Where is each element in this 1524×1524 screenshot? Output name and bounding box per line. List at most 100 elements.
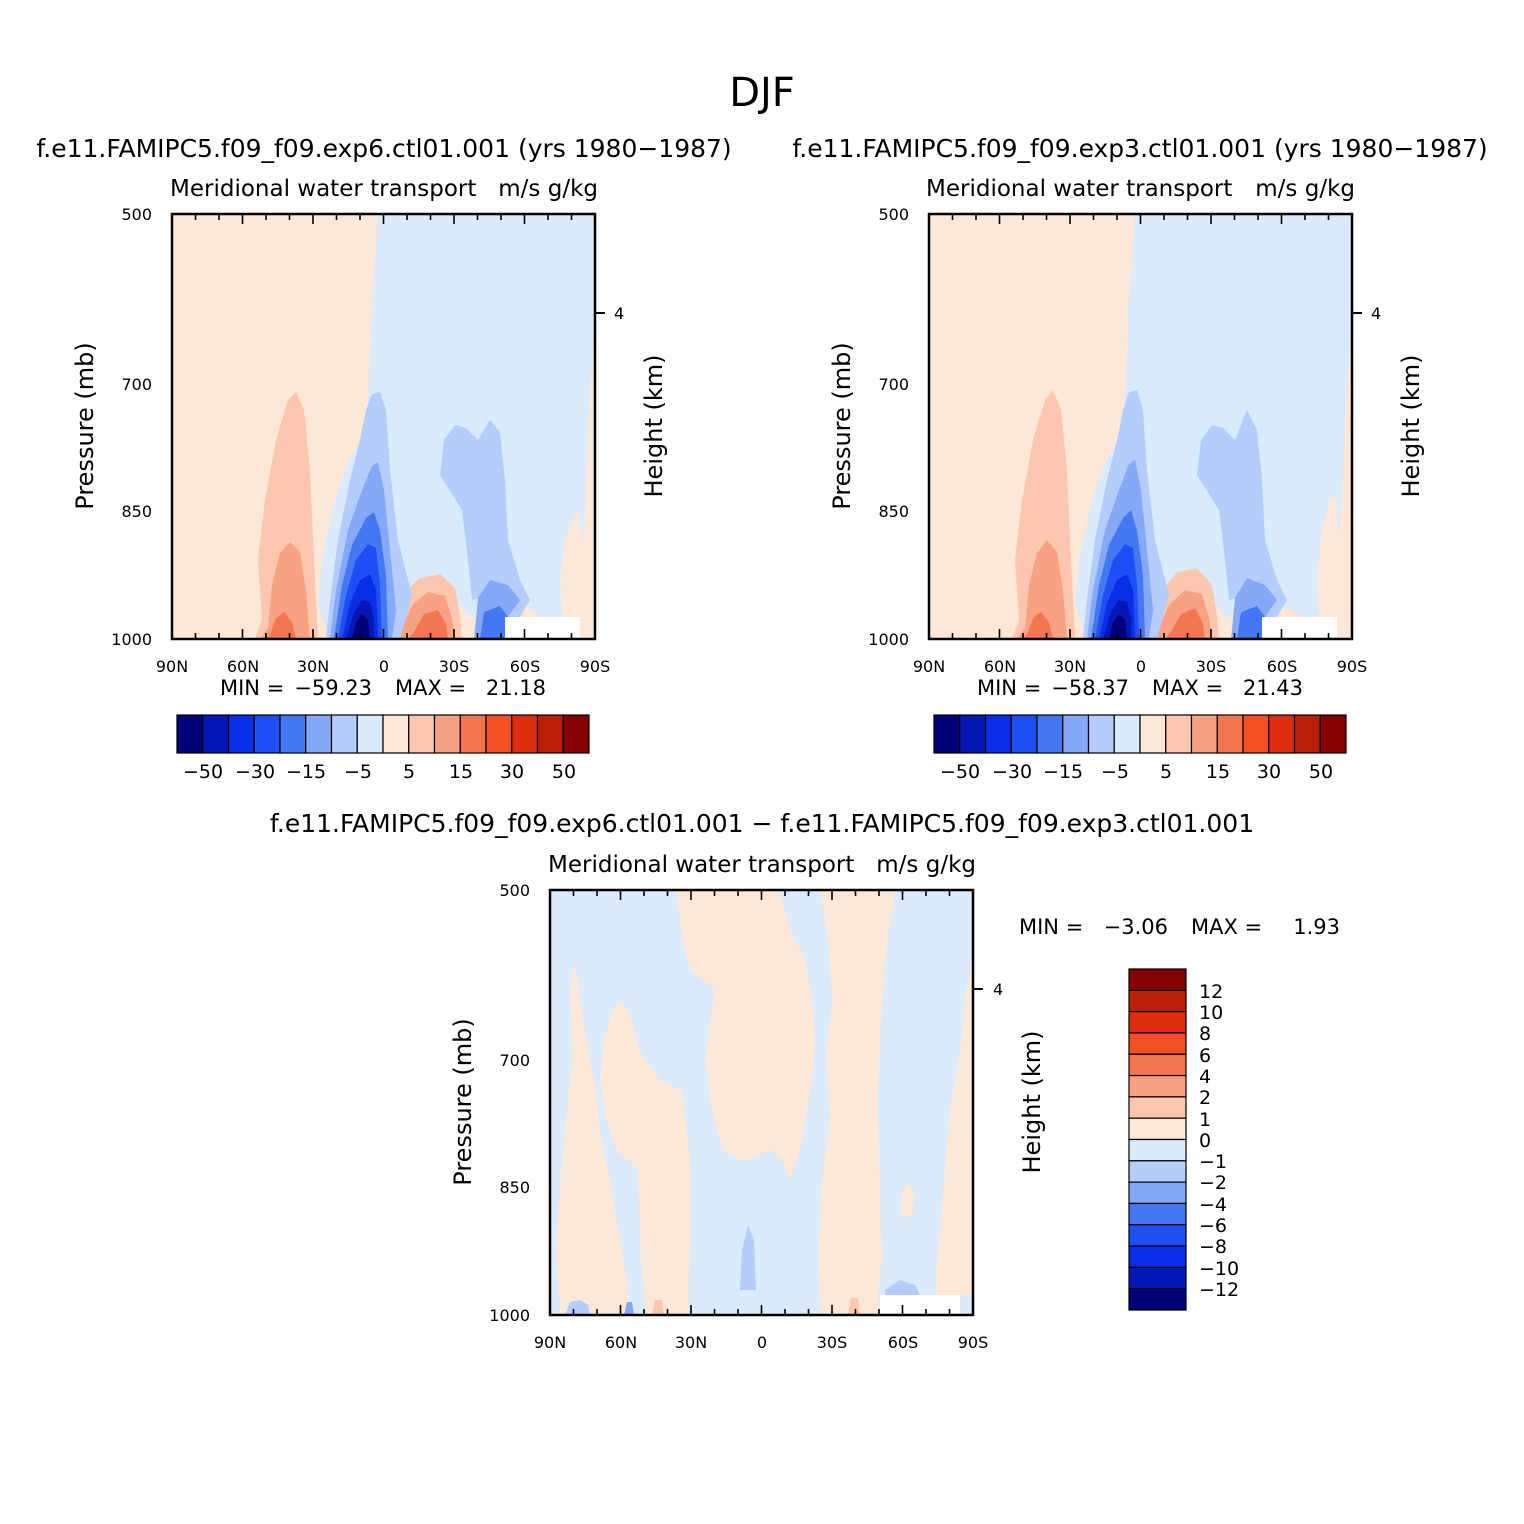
y-tick: 1000 [489,1306,530,1325]
colorbar-labels: −50 −30 −15 −5 5 15 30 50 [183,761,576,783]
colorbar-tick: 50 [1309,761,1333,783]
x-tick: 90N [913,657,945,676]
colorbar-box [356,714,384,754]
y-tick-right: 4 [1371,304,1381,323]
colorbar-box [1128,989,1187,1013]
x-tick: 90S [1337,657,1368,676]
colorbar-box [1139,714,1167,754]
colorbar-box [1128,1074,1187,1098]
min-value: −59.23 [294,676,372,700]
x-tick: 90N [534,1333,566,1352]
x-tick: 60N [227,657,259,676]
colorbar-box [1128,1011,1187,1034]
colorbar-box [202,714,230,754]
colorbar-tick: −5 [1101,761,1129,783]
x-axis: 90N 60N 30N 0 30S 60S 90S [913,657,1367,676]
y-axis-label-right: Height (km) [1018,1031,1046,1174]
colorbar-tick: −2 [1199,1172,1227,1194]
colorbar-box [485,714,513,754]
x-minor-ticks [928,214,1353,639]
panel-subtitle-right: m/s g/kg [498,176,598,202]
colorbar-box [562,714,590,754]
max-label: MAX = [1152,676,1223,700]
colorbar-tick: 30 [500,761,524,783]
y-axis-left: 500 700 850 1000 [111,205,152,649]
colorbar-box [382,714,410,754]
colorbar-box [1128,1288,1187,1311]
colorbar-tick: −15 [1043,761,1083,783]
y-tick-right: 4 [993,980,1003,999]
panel-subtitle-left: Meridional water transport [170,176,476,202]
colorbar-box [227,714,255,754]
colorbar-labels: 12 10 8 6 4 2 1 0 −1 −2 −4 −6 −8 −10 −12 [1199,981,1239,1301]
colorbar-box [279,714,307,754]
colorbar-box [1128,1032,1187,1055]
colorbar-tick: 30 [1257,761,1281,783]
colorbar-tick: 50 [552,761,576,783]
colorbar-box [1036,714,1064,754]
colorbar-box [1216,714,1244,754]
x-tick: 60S [888,1333,919,1352]
colorbar-box [1128,968,1187,991]
y-tick: 850 [499,1178,530,1197]
colorbar-tick: 10 [1199,1002,1223,1024]
colorbar-labels: −50 −30 −15 −5 5 15 30 50 [940,761,1333,783]
colorbar-box [1190,714,1218,754]
max-value: 21.43 [1243,676,1303,700]
max-label: MAX = [395,676,466,700]
colorbar-box [1113,714,1141,754]
x-tick: 90N [156,657,188,676]
colorbar-box [1128,1266,1187,1290]
colorbar-tick: 15 [1206,761,1230,783]
colorbar-tick: 0 [1199,1130,1211,1152]
colorbar-tick: −30 [235,761,275,783]
y-axis-label-right: Height (km) [1397,355,1425,498]
colorbar [1128,968,1187,1311]
min-value: −3.06 [1104,915,1168,939]
x-tick: 0 [1136,657,1146,676]
x-tick: 60S [510,657,541,676]
colorbar-box [1087,714,1115,754]
y-tick: 850 [121,502,152,521]
colorbar-tick: −15 [286,761,326,783]
colorbar-box [1242,714,1270,754]
colorbar-box [1165,714,1193,754]
colorbar-tick: −8 [1199,1236,1227,1258]
colorbar-box [1010,714,1038,754]
x-tick: 30N [297,657,329,676]
panel-title: f.e11.FAMIPC5.f09_f09.exp6.ctl01.001 (yr… [36,134,731,163]
min-max-stats: MIN = −3.06 MAX = 1.93 [1019,915,1340,939]
min-max-stats: MIN = −59.23 MAX = 21.18 [220,676,546,700]
max-value: 21.18 [486,676,546,700]
colorbar [933,714,1347,754]
y-axis-label-right: Height (km) [640,355,668,498]
colorbar-box [1293,714,1321,754]
colorbar-box [330,714,358,754]
panel-exp3: f.e11.FAMIPC5.f09_f09.exp3.ctl01.001 (yr… [792,134,1487,783]
x-tick: 30N [1054,657,1086,676]
y-axis-left: 500 700 850 1000 [868,205,909,649]
panel-subtitle-right: m/s g/kg [1255,176,1355,202]
colorbar-tick: −4 [1199,1194,1227,1216]
max-value: 1.93 [1293,915,1340,939]
colorbar-box [1128,1053,1187,1077]
panel-title: f.e11.FAMIPC5.f09_f09.exp6.ctl01.001 − f… [270,809,1254,838]
max-label: MAX = [1191,915,1262,939]
colorbar-tick: 1 [1199,1109,1211,1131]
colorbar-box [511,714,539,754]
colorbar-tick: −6 [1199,1215,1227,1237]
panel-subtitle-left: Meridional water transport [926,176,1232,202]
colorbar-box [1319,714,1347,754]
colorbar-box [959,714,987,754]
x-minor-ticks [171,214,596,639]
panel-difference: f.e11.FAMIPC5.f09_f09.exp6.ctl01.001 − f… [270,809,1340,1352]
y-tick: 1000 [111,630,152,649]
colorbar-tick: −50 [940,761,980,783]
colorbar-box [1128,1224,1187,1247]
panel-subtitle-right: m/s g/kg [876,852,976,878]
colorbar-tick: 6 [1199,1045,1211,1067]
x-tick: 30N [675,1333,707,1352]
min-label: MIN = [220,676,284,700]
min-label: MIN = [1019,915,1083,939]
